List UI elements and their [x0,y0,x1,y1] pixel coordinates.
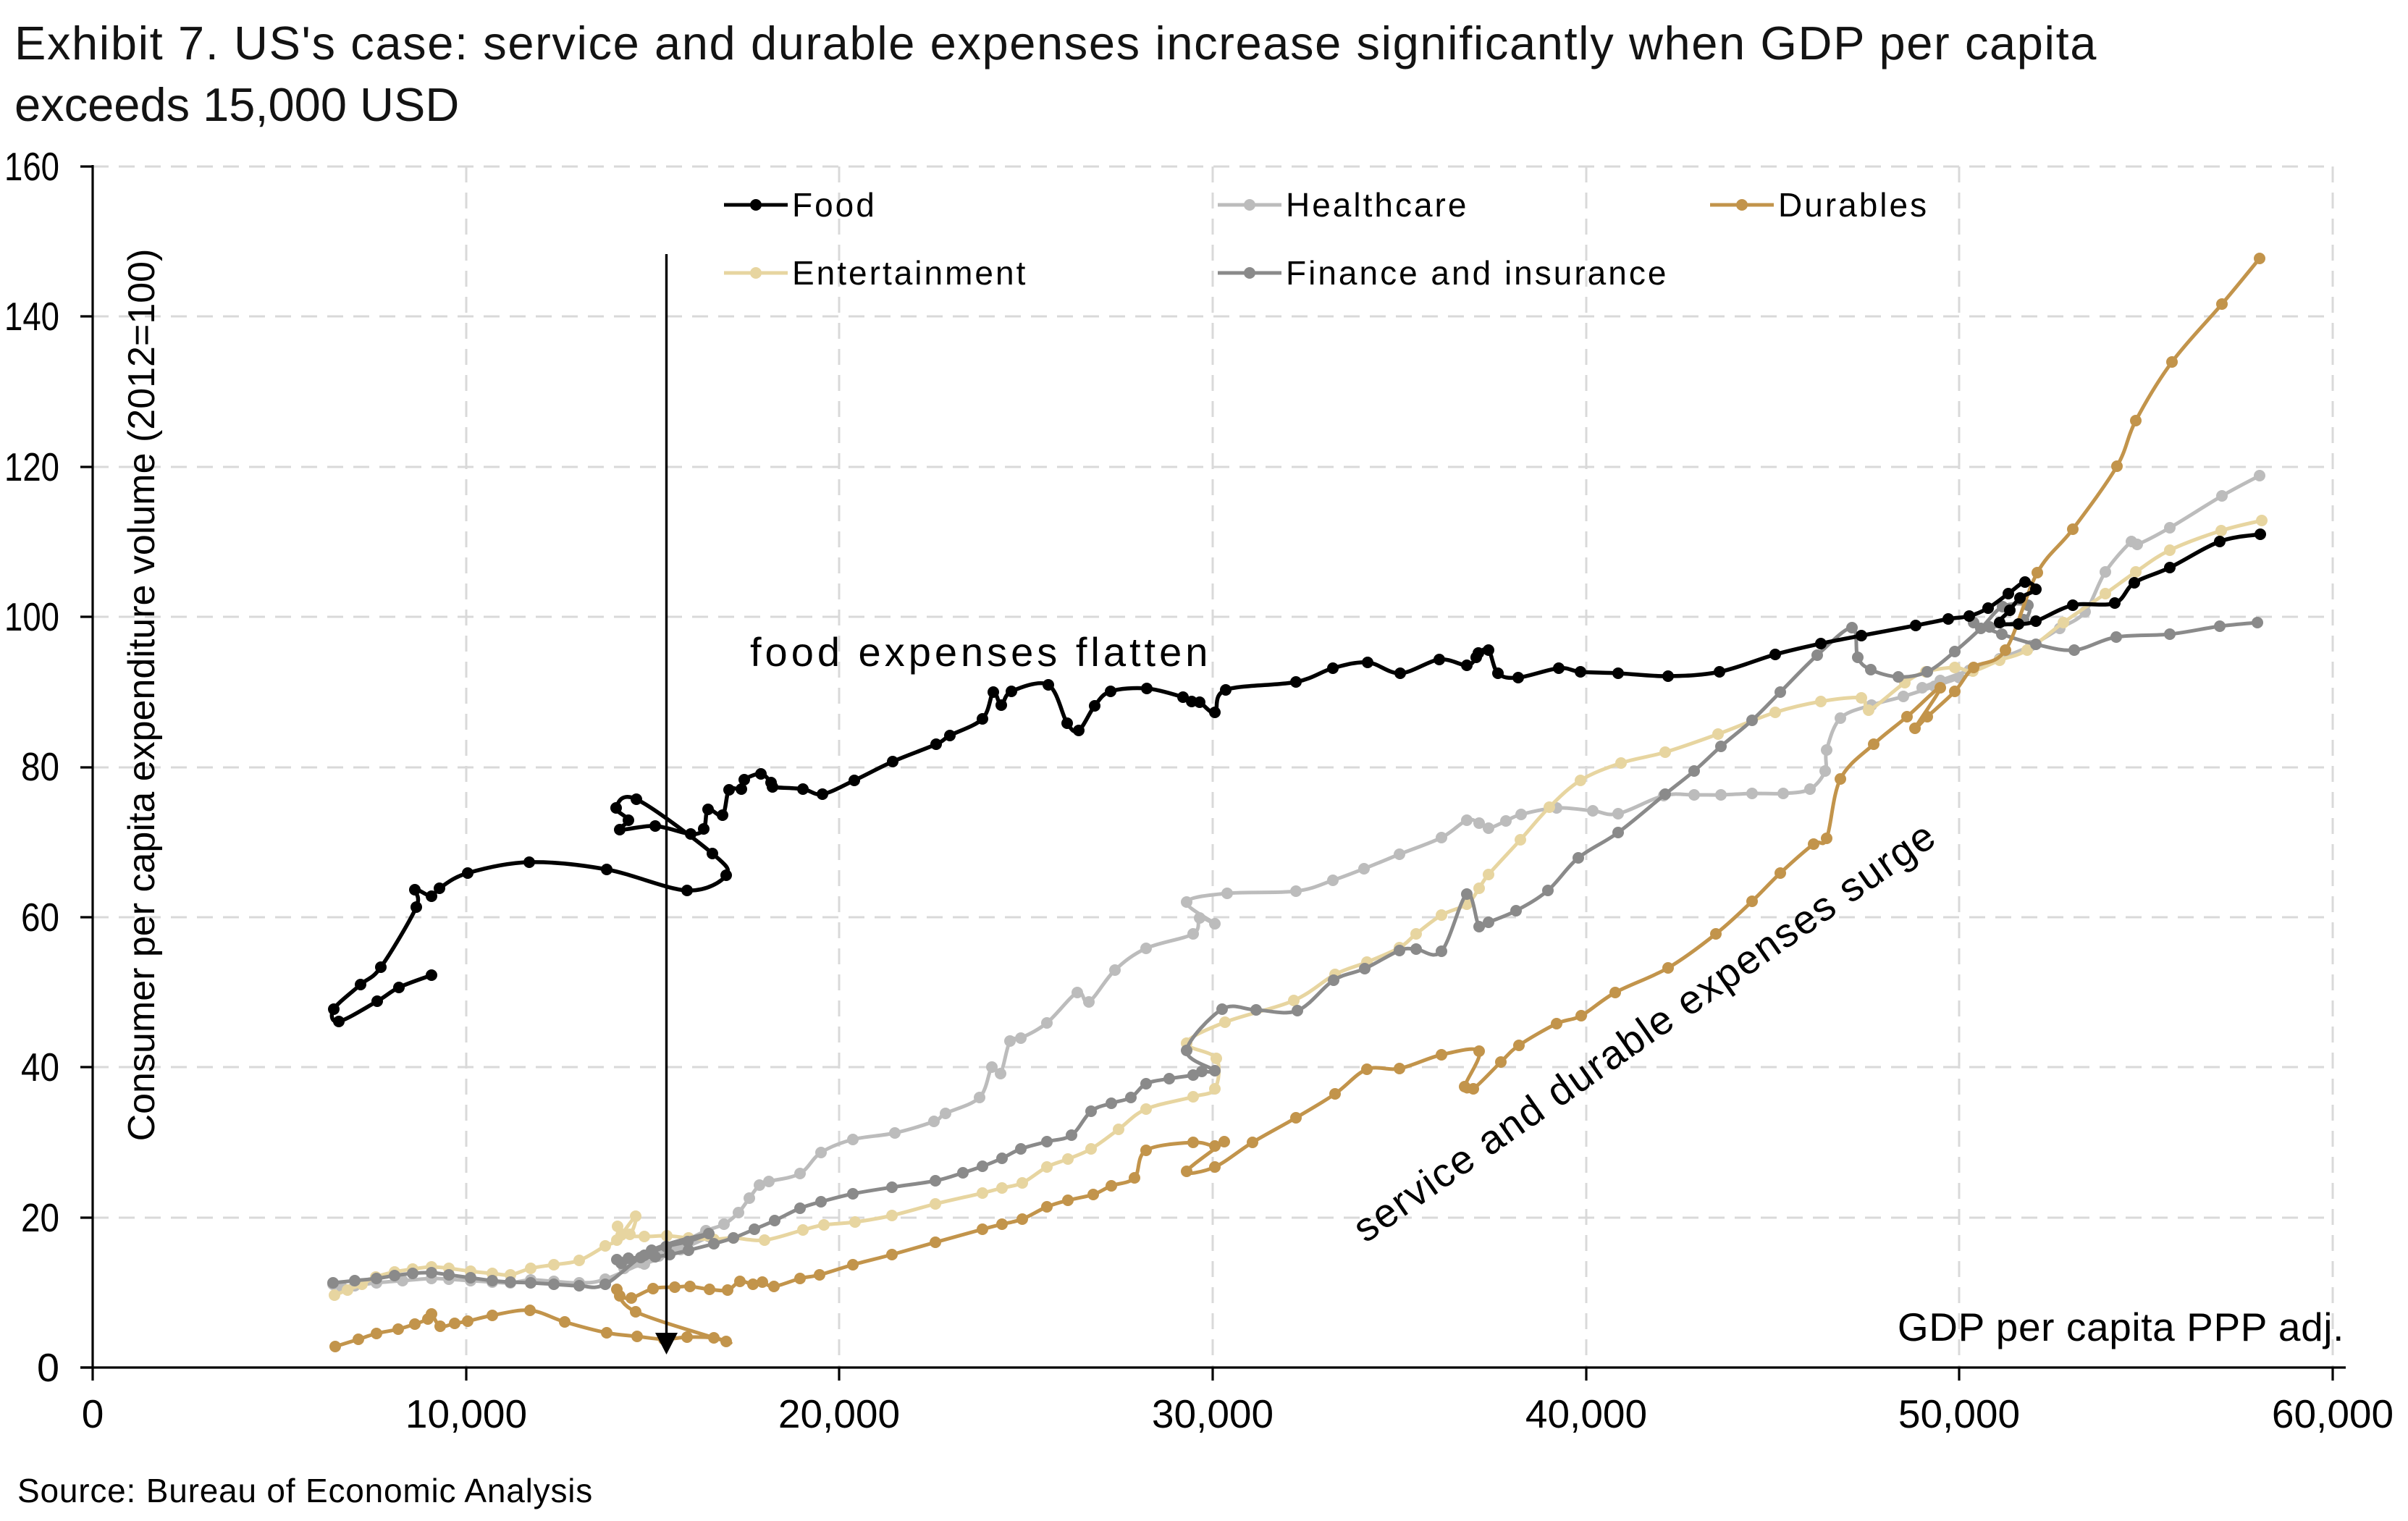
svg-text:120: 120 [4,444,59,489]
svg-text:50,000: 50,000 [1898,1391,2020,1436]
svg-text:GDP per capita PPP adj.: GDP per capita PPP adj. [1898,1305,2344,1349]
svg-text:30,000: 30,000 [1152,1391,1274,1436]
svg-text:Source: Bureau of Economic Ana: Source: Bureau of Economic Analysis [17,1472,593,1509]
svg-text:20,000: 20,000 [778,1391,900,1436]
svg-text:10,000: 10,000 [405,1391,527,1436]
svg-text:140: 140 [4,294,59,339]
svg-text:exceeds 15,000 USD: exceeds 15,000 USD [14,78,459,131]
svg-text:Consumer per capita expenditur: Consumer per capita expenditure volume (… [121,249,163,1142]
svg-text:60,000: 60,000 [2272,1391,2394,1436]
svg-text:80: 80 [21,744,59,789]
svg-text:0: 0 [82,1391,104,1436]
svg-text:100: 100 [4,594,59,639]
svg-text:Durables: Durables [1778,186,1929,224]
svg-text:Finance and insurance: Finance and insurance [1286,254,1668,292]
svg-text:food expenses flatten: food expenses flatten [750,629,1211,675]
svg-text:20: 20 [21,1195,59,1240]
svg-text:40,000: 40,000 [1525,1391,1647,1436]
svg-text:Entertainment: Entertainment [792,254,1027,292]
svg-text:160: 160 [4,144,59,189]
svg-text:Healthcare: Healthcare [1286,186,1468,224]
svg-text:0: 0 [37,1345,59,1390]
svg-text:40: 40 [21,1045,59,1090]
svg-text:Exhibit 7. US's case: service: Exhibit 7. US's case: service and durabl… [14,17,2097,69]
svg-text:60: 60 [21,895,59,940]
svg-text:Food: Food [792,186,877,224]
